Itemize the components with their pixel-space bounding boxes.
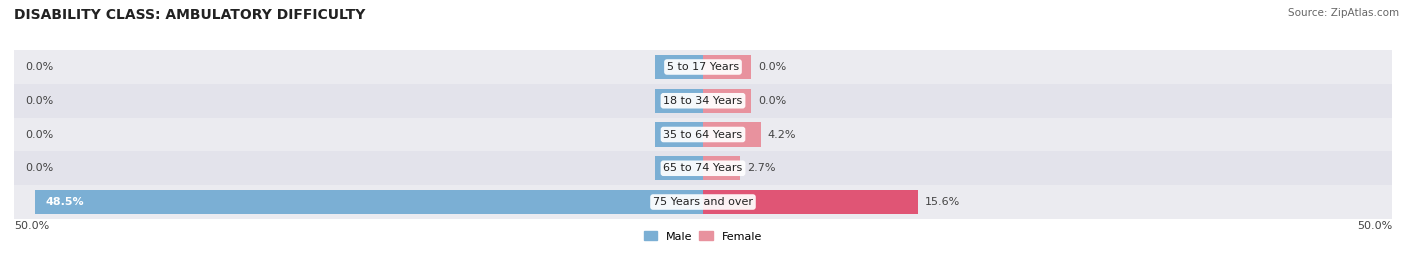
Bar	[655, 122, 703, 147]
Text: 5 to 17 Years: 5 to 17 Years	[666, 62, 740, 72]
Bar	[14, 50, 1392, 84]
Text: 48.5%: 48.5%	[46, 197, 84, 207]
Text: 15.6%: 15.6%	[925, 197, 960, 207]
Text: 2.7%: 2.7%	[747, 163, 776, 173]
Text: 0.0%: 0.0%	[758, 62, 786, 72]
Bar	[703, 122, 761, 147]
Text: 0.0%: 0.0%	[758, 96, 786, 106]
Text: 35 to 64 Years: 35 to 64 Years	[664, 129, 742, 140]
Text: 75 Years and over: 75 Years and over	[652, 197, 754, 207]
Text: 4.2%: 4.2%	[768, 129, 796, 140]
Bar	[655, 156, 703, 180]
Text: 65 to 74 Years: 65 to 74 Years	[664, 163, 742, 173]
Text: 0.0%: 0.0%	[25, 163, 53, 173]
Text: 0.0%: 0.0%	[25, 129, 53, 140]
Bar	[14, 185, 1392, 219]
Text: 0.0%: 0.0%	[25, 62, 53, 72]
Bar	[655, 89, 703, 113]
Bar	[14, 84, 1392, 118]
Text: 0.0%: 0.0%	[25, 96, 53, 106]
Bar	[14, 118, 1392, 151]
Bar	[703, 190, 918, 214]
Text: 18 to 34 Years: 18 to 34 Years	[664, 96, 742, 106]
Bar	[703, 156, 740, 180]
Bar	[703, 55, 751, 79]
Bar	[703, 89, 751, 113]
Legend: Male, Female: Male, Female	[640, 227, 766, 246]
Bar	[35, 190, 703, 214]
Bar	[14, 151, 1392, 185]
Bar	[655, 55, 703, 79]
Text: 50.0%: 50.0%	[14, 221, 49, 231]
Text: 50.0%: 50.0%	[1357, 221, 1392, 231]
Text: DISABILITY CLASS: AMBULATORY DIFFICULTY: DISABILITY CLASS: AMBULATORY DIFFICULTY	[14, 8, 366, 22]
Text: Source: ZipAtlas.com: Source: ZipAtlas.com	[1288, 8, 1399, 18]
